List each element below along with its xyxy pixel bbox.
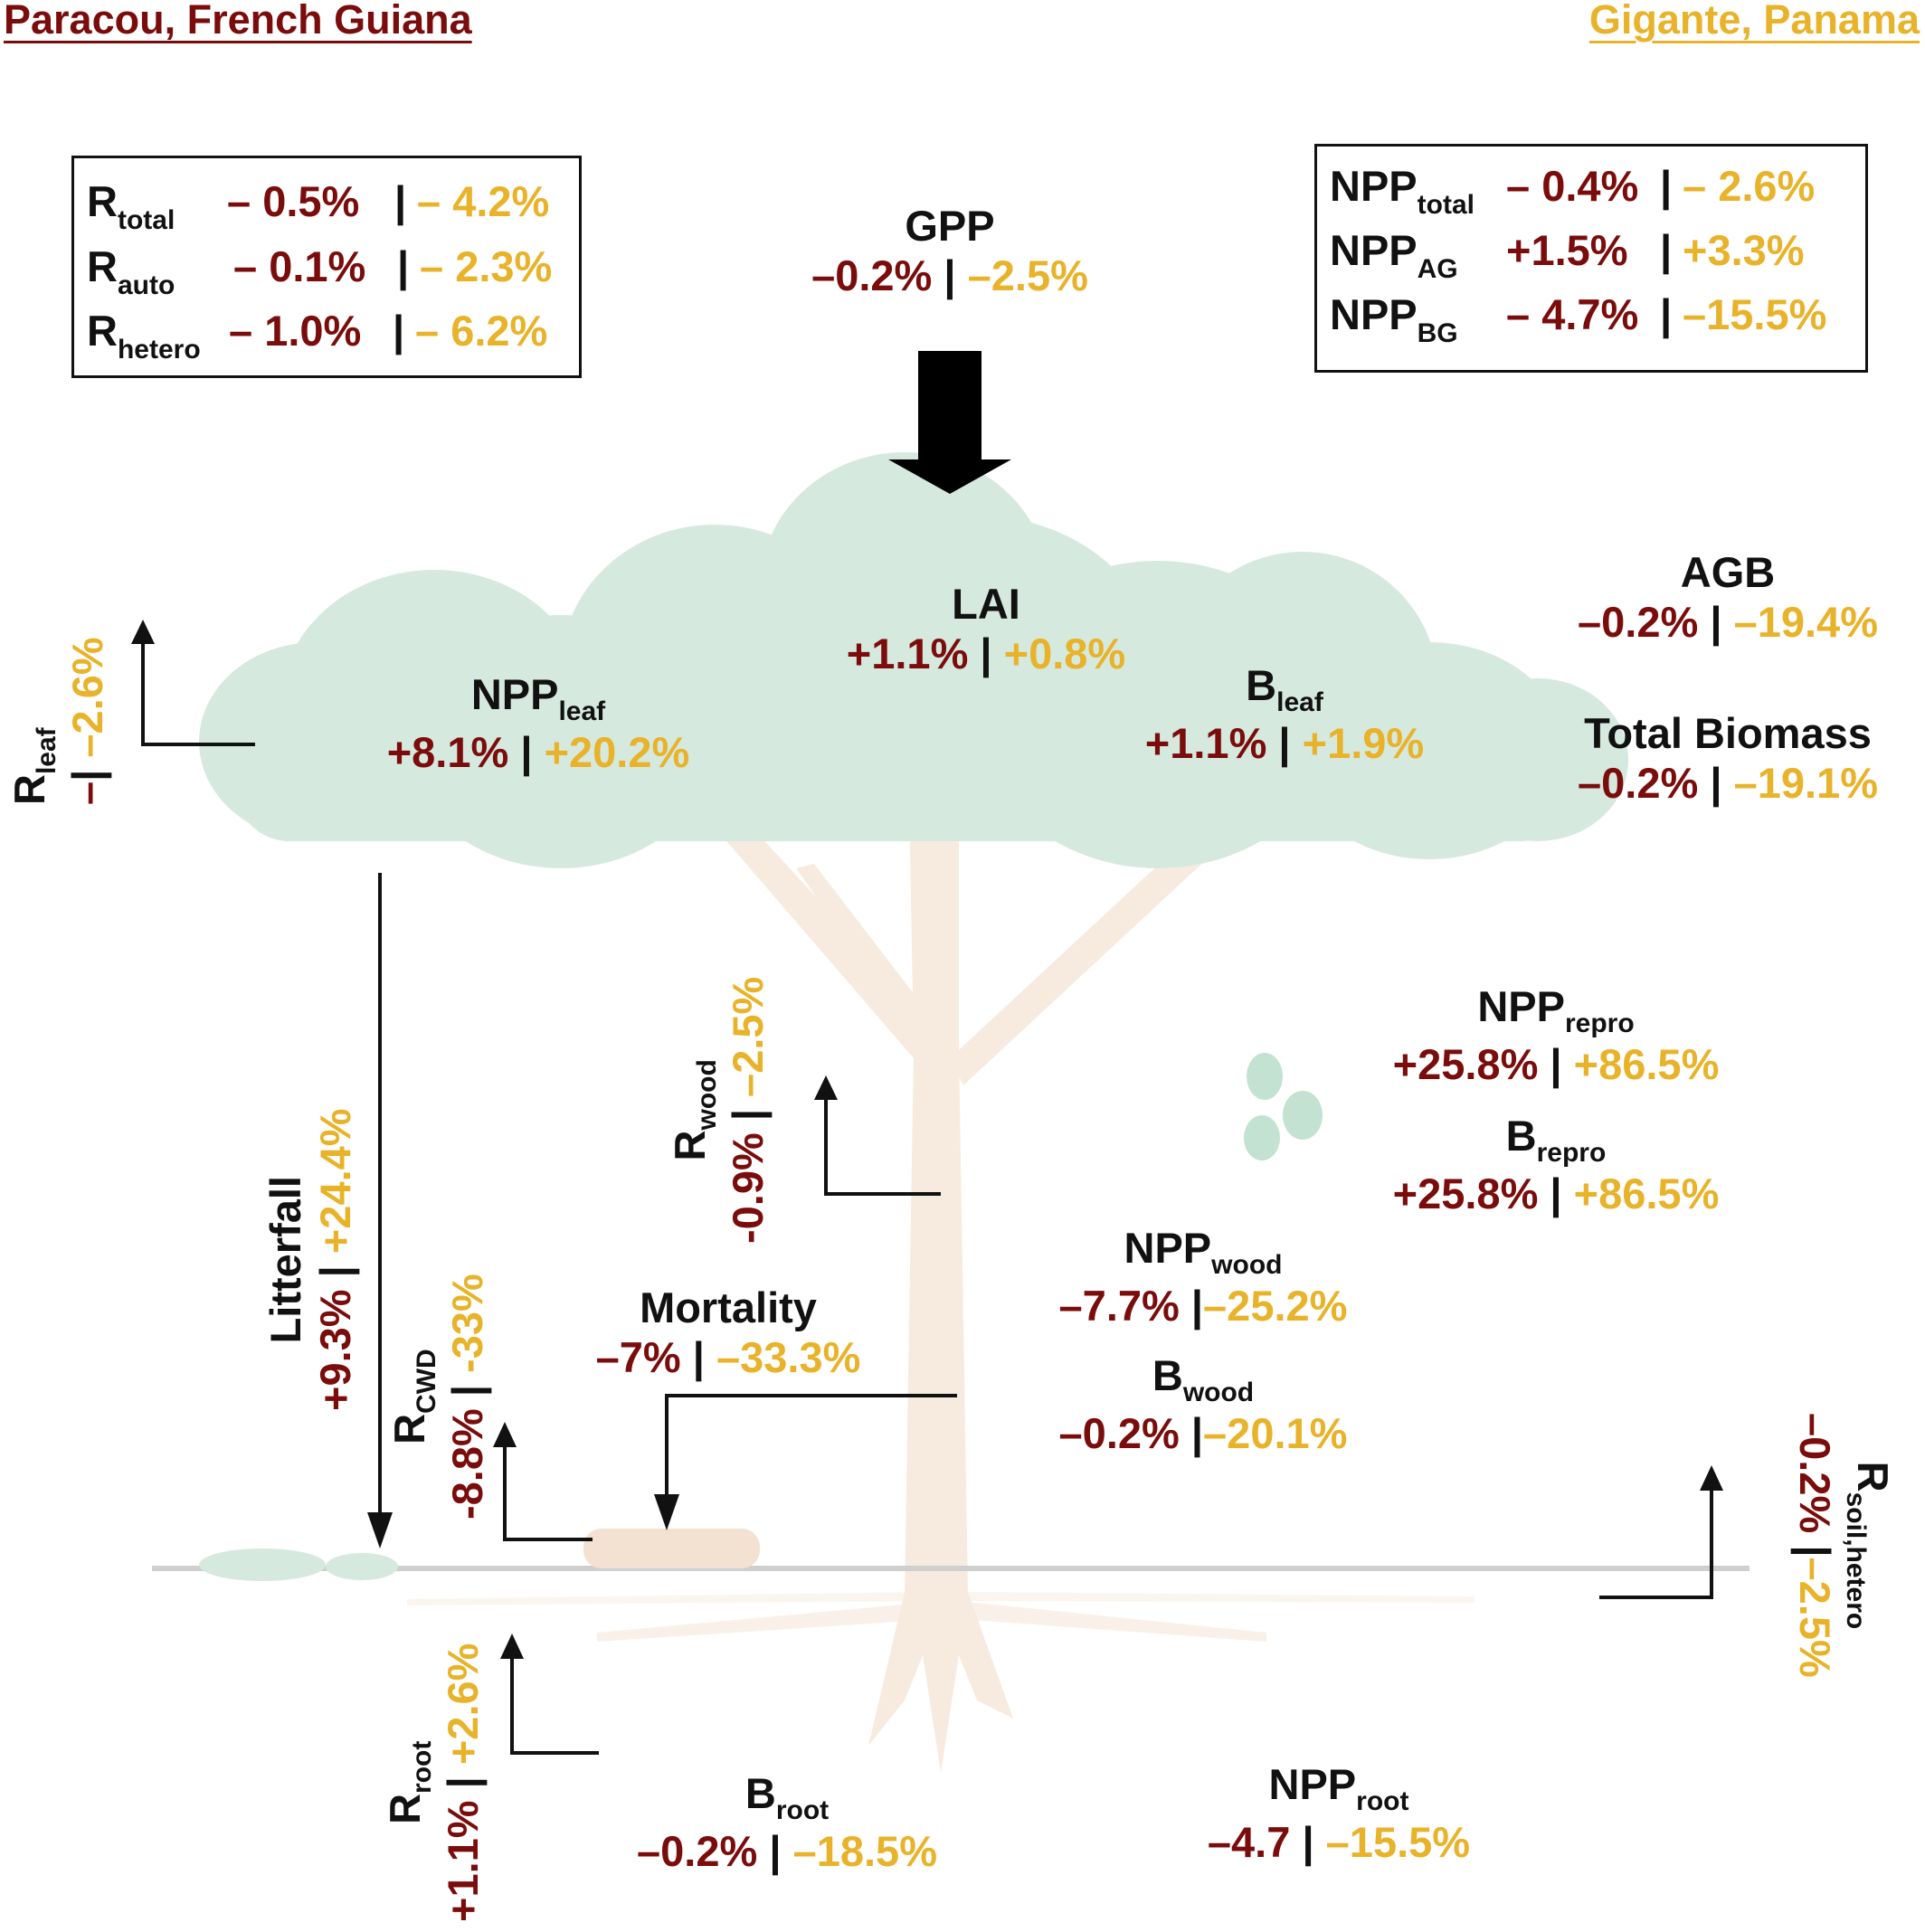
npp-wood-node: NPPwood –7.7% |–25.2%: [1004, 1223, 1402, 1331]
b-repro-node: Brepro +25.8% | +86.5%: [1348, 1111, 1764, 1218]
npp-root-values: –4.7 | –15.5%: [1207, 1818, 1471, 1866]
site-legend-paracou: Paracou, French Guiana: [4, 0, 472, 43]
arrows: [131, 351, 1723, 1755]
r-leaf-label: Rleaf: [5, 727, 62, 805]
b-wood-values: –0.2% |–20.1%: [1058, 1409, 1348, 1457]
agb-label: AGB: [1680, 548, 1776, 596]
b-repro-label: Brepro: [1505, 1112, 1607, 1168]
gpp-arrow: [888, 351, 1011, 494]
npp-wood-values: –7.7% |–25.2%: [1058, 1282, 1348, 1330]
b-root-label: Broot: [744, 1769, 830, 1825]
tree-canopy: [199, 452, 1628, 868]
total-biomass-values: –0.2% | –19.1%: [1578, 759, 1878, 807]
b-leaf-label: Bleaf: [1246, 661, 1323, 717]
respiration-summary-box: Rtotal – 0.5% | – 4.2% Rauto – 0.1% | – …: [71, 156, 582, 378]
npp-bg-row: NPPBG – 4.7% | –15.5%: [1330, 290, 1827, 348]
r-leaf-node: Rleaf –| –2.6%: [5, 637, 112, 805]
r-cwd-label: RCWD: [385, 1349, 441, 1444]
agb-values: –0.2% | –19.4%: [1578, 598, 1878, 646]
r-leaf-values: –| –2.6%: [63, 637, 111, 805]
r-root-arrow: [510, 1655, 599, 1755]
r-total-row: Rtotal – 0.5% | – 4.2%: [87, 177, 550, 235]
lai-node: LAI +1.1% | +0.8%: [760, 579, 1212, 678]
litterfall-values: +9.3% | +24.4%: [311, 1108, 359, 1411]
b-leaf-node: Bleaf +1.1% | +1.9%: [1095, 660, 1475, 768]
r-wood-values: -0.9% | –2.5%: [724, 976, 772, 1244]
litterfall-node: Litterfall +9.3% | +24.4%: [261, 1108, 360, 1411]
tree-trunk: [407, 787, 1475, 1773]
r-soil-arrow: [1599, 1487, 1713, 1599]
gpp-label: GPP: [905, 202, 995, 250]
r-root-node: Rroot +1.1% | +2.6%: [380, 1643, 488, 1922]
r-soil-hetero-label: Rsoil,hetero: [1841, 1461, 1897, 1630]
site-legend-gigante: Gigante, Panama: [1588, 0, 1920, 43]
npp-repro-label: NPPrepro: [1477, 982, 1635, 1038]
npp-summary-box: NPPtotal – 0.4% | – 2.6% NPPAG +1.5% | +…: [1314, 144, 1868, 373]
mortality-values: –7% | –33.3%: [595, 1333, 861, 1381]
r-cwd-values: -8.8% | -33%: [443, 1274, 491, 1520]
r-wood-arrow: [824, 1096, 941, 1196]
npp-repro-values: +25.8% | +86.5%: [1392, 1040, 1720, 1088]
mortality-label: Mortality: [640, 1283, 817, 1331]
r-cwd-arrow: [503, 1444, 593, 1541]
npp-leaf-label: NPPleaf: [470, 670, 606, 726]
b-leaf-values: +1.1% | +1.9%: [1144, 719, 1425, 767]
gpp-node: GPP –0.2% | –2.5%: [769, 201, 1131, 300]
r-root-values: +1.1% | +2.6%: [439, 1643, 487, 1922]
npp-repro-node: NPPrepro +25.8% | +86.5%: [1348, 981, 1764, 1089]
agb-node: AGB –0.2% | –19.4%: [1538, 547, 1918, 647]
litterfall-label: Litterfall: [261, 1176, 309, 1344]
ground-line: [152, 1566, 1750, 1571]
npp-wood-label: NPPwood: [1124, 1224, 1283, 1280]
lai-label: LAI: [952, 580, 1020, 628]
b-repro-values: +25.8% | +86.5%: [1392, 1170, 1720, 1217]
r-wood-label: Rwood: [666, 1059, 722, 1161]
b-wood-label: Bwood: [1152, 1351, 1255, 1407]
r-root-label: Rroot: [381, 1740, 437, 1824]
npp-total-row: NPPtotal – 0.4% | – 2.6%: [1330, 162, 1816, 220]
r-leaf-arrow: [141, 640, 255, 746]
npp-root-label: NPProot: [1268, 1760, 1409, 1816]
npp-ag-row: NPPAG +1.5% | +3.3%: [1330, 226, 1805, 284]
fallen-log: [583, 1529, 760, 1568]
gpp-values: –0.2% | –2.5%: [811, 251, 1088, 299]
r-cwd-node: RCWD -8.8% | -33%: [384, 1274, 492, 1520]
npp-leaf-node: NPPleaf +8.1% | +20.2%: [321, 669, 755, 777]
lai-values: +1.1% | +0.8%: [846, 630, 1126, 677]
npp-leaf-values: +8.1% | +20.2%: [386, 728, 690, 776]
litter-pile: [199, 1548, 398, 1581]
b-root-node: Broot –0.2% | –18.5%: [597, 1768, 977, 1876]
r-auto-row: Rauto – 0.1% | – 2.3%: [87, 242, 553, 300]
total-biomass-label: Total Biomass: [1584, 709, 1872, 757]
fruit-icon: [1244, 1053, 1323, 1160]
r-hetero-row: Rhetero – 1.0% | – 6.2%: [87, 307, 548, 365]
mortality-node: Mortality –7% | –33.3%: [552, 1283, 905, 1382]
b-root-values: –0.2% | –18.5%: [637, 1827, 937, 1875]
npp-root-node: NPProot –4.7 | –15.5%: [1149, 1759, 1529, 1867]
r-soil-hetero-values: –0.2% |–2.5%: [1791, 1413, 1839, 1678]
r-wood-node: Rwood -0.9% | –2.5%: [665, 977, 773, 1244]
r-soil-hetero-node: Rsoil,hetero –0.2% |–2.5%: [1790, 1413, 1898, 1678]
b-wood-node: Bwood –0.2% |–20.1%: [1004, 1350, 1402, 1458]
mortality-arrow: [665, 1394, 957, 1498]
total-biomass-node: Total Biomass –0.2% | –19.1%: [1538, 708, 1918, 808]
